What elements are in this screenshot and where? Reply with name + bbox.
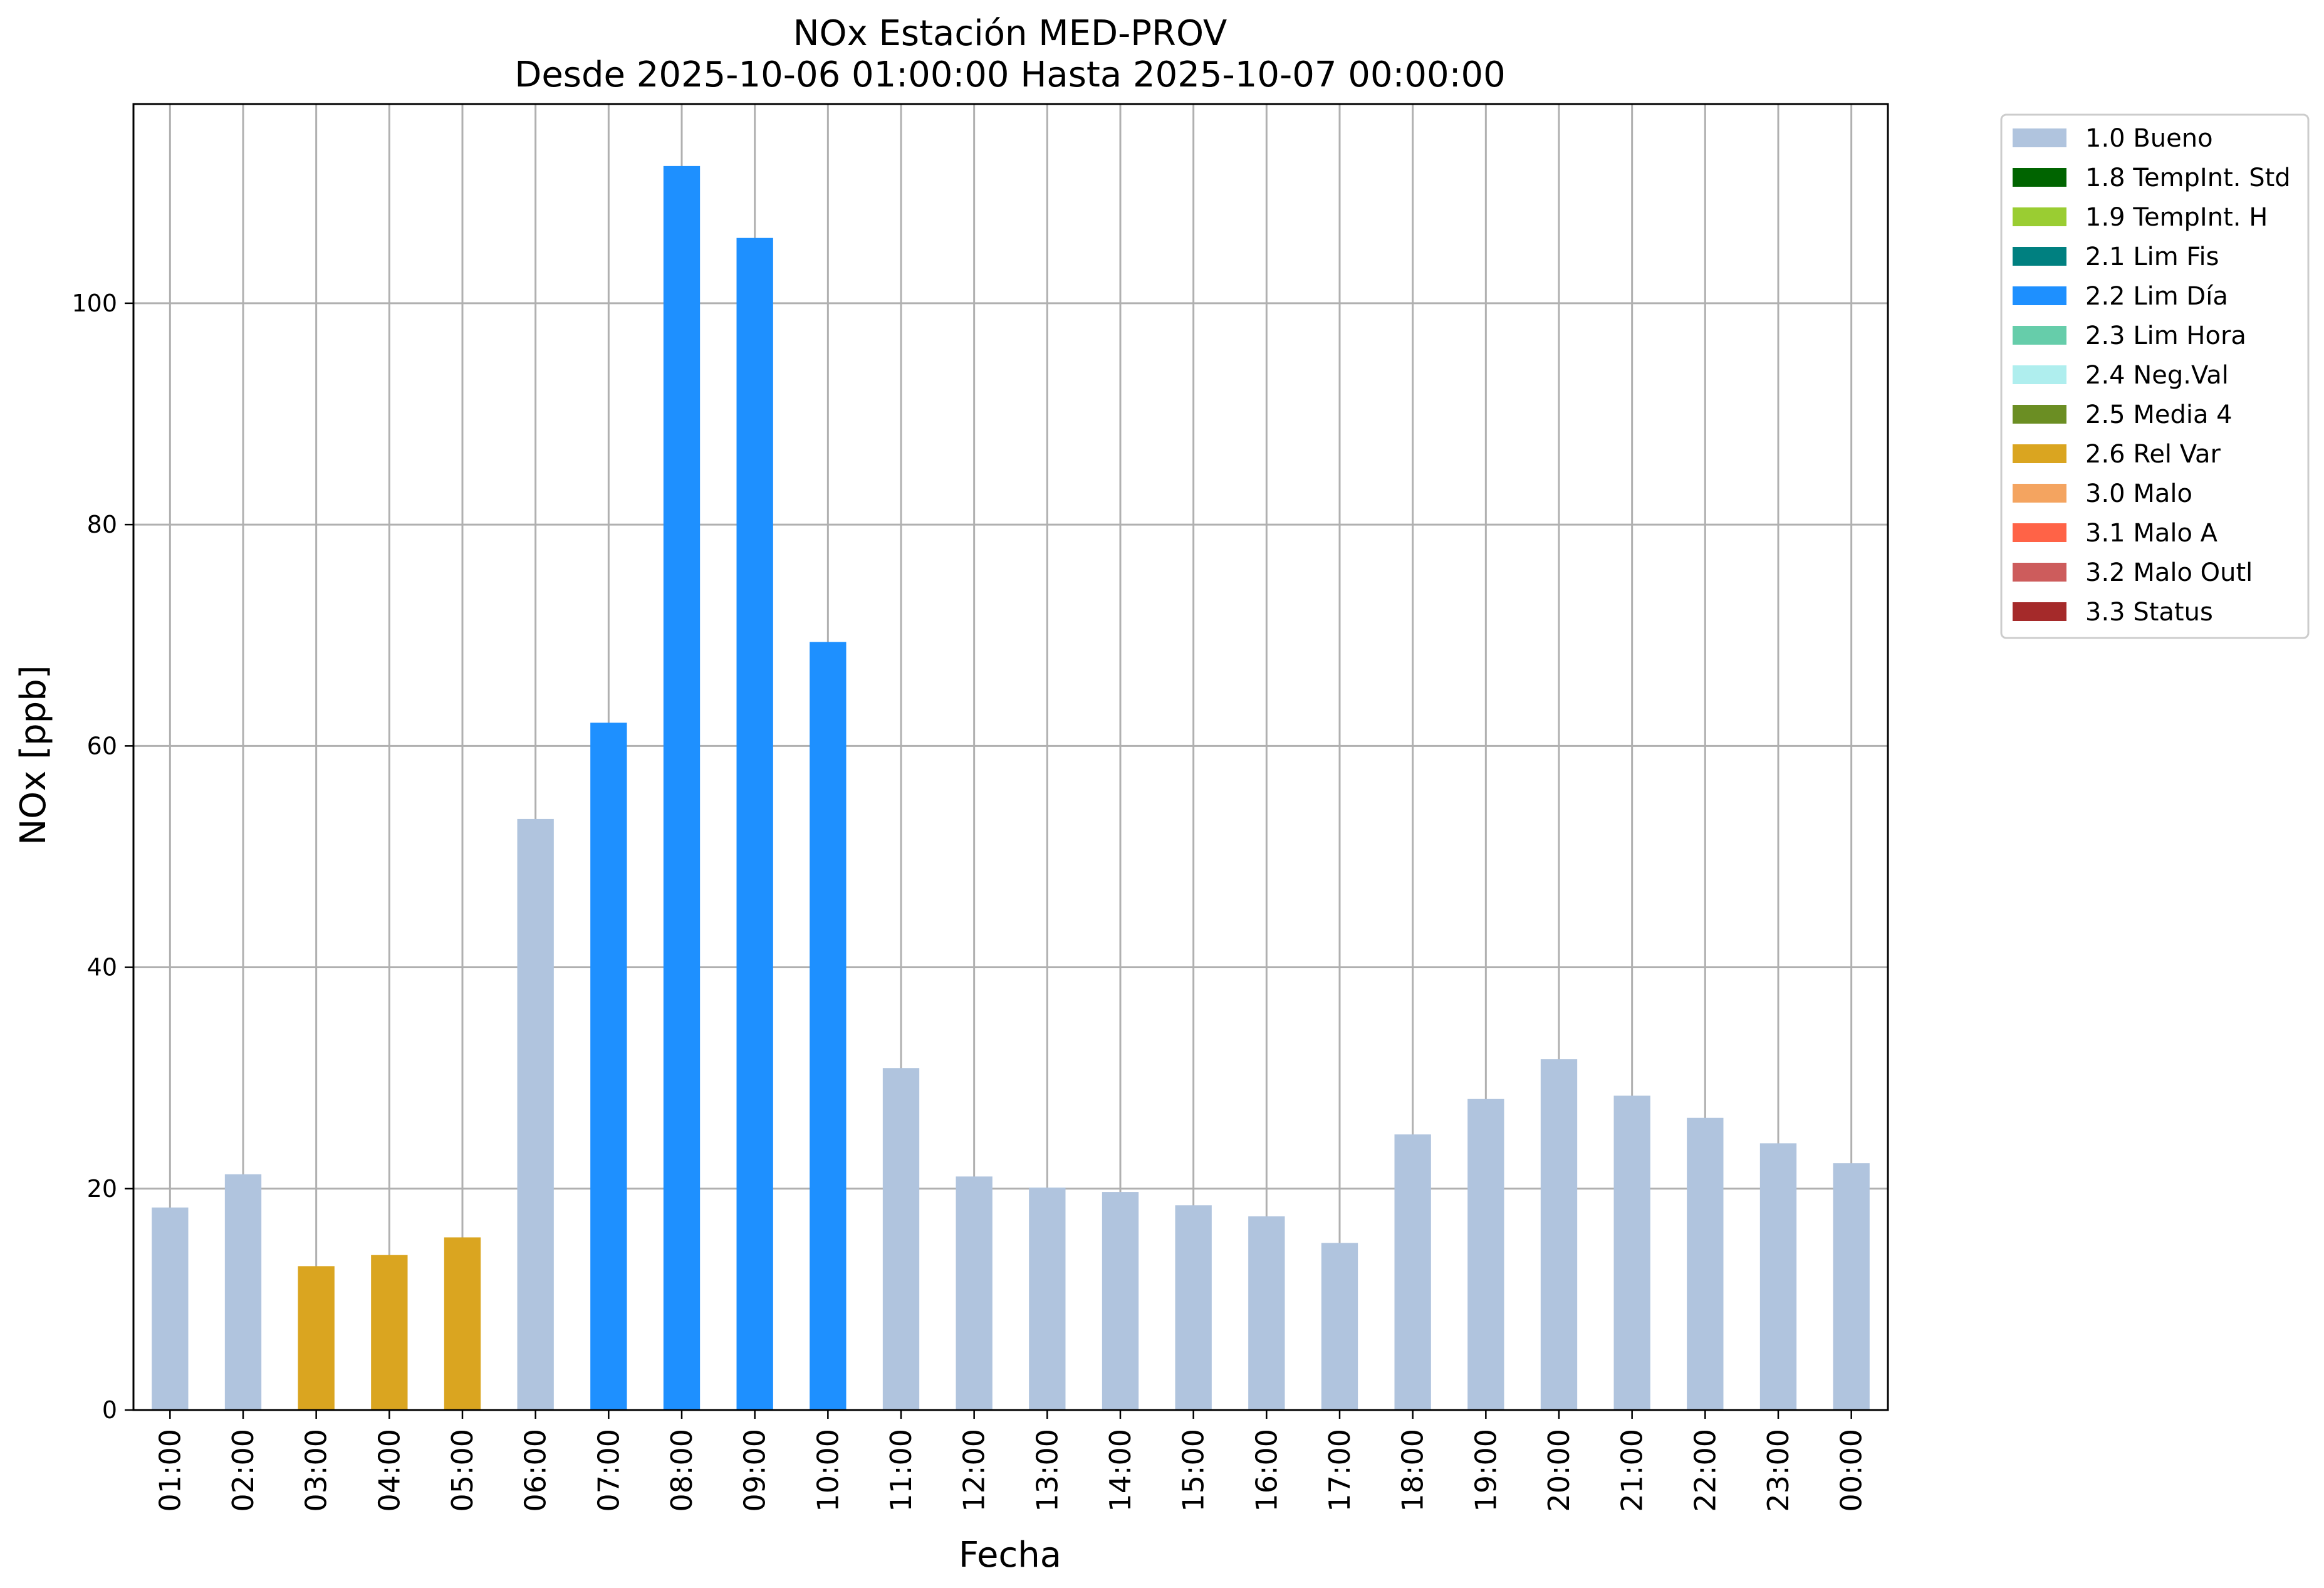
x-tick-label: 20:00 — [1542, 1429, 1576, 1512]
bar-0600 — [517, 818, 554, 1410]
legend-swatch — [2013, 365, 2066, 384]
legend-label: 3.1 Malo A — [2085, 519, 2218, 548]
x-tick-label: 05:00 — [446, 1429, 479, 1512]
y-tick-label: 20 — [87, 1175, 117, 1203]
x-tick-label: 21:00 — [1615, 1429, 1649, 1512]
y-tick-label: 40 — [87, 954, 117, 981]
legend-label: 2.3 Lim Hora — [2085, 321, 2246, 350]
legend-label: 2.1 Lim Fis — [2085, 243, 2219, 271]
bar-1500 — [1175, 1205, 1212, 1410]
x-tick-label: 19:00 — [1469, 1429, 1503, 1512]
chart-title: NOx Estación MED-PROV — [793, 13, 1227, 54]
legend-swatch — [2013, 168, 2066, 187]
x-tick-label: 13:00 — [1030, 1429, 1064, 1512]
bar-0100 — [152, 1207, 189, 1410]
bars — [152, 165, 1870, 1411]
x-tick-label: 18:00 — [1396, 1429, 1430, 1512]
bar-1400 — [1102, 1192, 1139, 1410]
y-axis-ticks: 0 20 40 60 80 100 — [71, 290, 133, 1424]
x-tick-label: 00:00 — [1835, 1429, 1868, 1512]
legend-swatch — [2013, 207, 2066, 226]
bar-2300 — [1759, 1143, 1797, 1410]
legend-swatch — [2013, 326, 2066, 345]
bar-1600 — [1248, 1216, 1285, 1410]
legend-label: 2.6 Rel Var — [2085, 440, 2221, 469]
x-tick-label: 17:00 — [1323, 1429, 1357, 1512]
legend-label: 3.2 Malo Outl — [2085, 558, 2253, 587]
legend-label: 2.4 Neg.Val — [2085, 361, 2229, 390]
bar-0300 — [298, 1266, 335, 1410]
x-tick-label: 22:00 — [1688, 1429, 1722, 1512]
x-tick-label: 11:00 — [884, 1429, 918, 1512]
x-tick-label: 04:00 — [372, 1429, 406, 1512]
x-tick-label: 07:00 — [591, 1429, 625, 1512]
y-tick-label: 60 — [87, 732, 117, 760]
legend-label: 2.5 Media 4 — [2085, 400, 2233, 429]
y-tick-label: 80 — [87, 511, 117, 538]
legend: 1.0 Bueno 1.8 TempInt. Std 1.9 TempInt. H 2… — [2000, 113, 2310, 639]
bar-0200 — [224, 1174, 262, 1410]
y-axis-label: NOx [ppb] — [13, 665, 54, 845]
legend-label: 1.8 TempInt. Std — [2085, 164, 2291, 192]
x-tick-label: 16:00 — [1249, 1429, 1283, 1512]
x-tick-label: 02:00 — [226, 1429, 260, 1512]
x-tick-label: 23:00 — [1761, 1429, 1795, 1512]
x-tick-label: 08:00 — [665, 1429, 699, 1512]
bar-0400 — [371, 1255, 408, 1410]
x-tick-label: 03:00 — [300, 1429, 333, 1512]
legend-label: 3.3 Status — [2085, 598, 2213, 627]
bar-1100 — [882, 1068, 920, 1410]
x-tick-label: 06:00 — [519, 1429, 553, 1512]
legend-swatch — [2013, 602, 2066, 621]
bar-1700 — [1321, 1243, 1358, 1410]
legend-label: 2.2 Lim Día — [2085, 282, 2228, 311]
bar-2000 — [1540, 1059, 1578, 1410]
legend-swatch — [2013, 405, 2066, 424]
bar-0500 — [444, 1237, 481, 1410]
legend-swatch — [2013, 563, 2066, 582]
legend-frame — [2000, 113, 2310, 639]
legend-label: 1.9 TempInt. H — [2085, 203, 2268, 232]
legend-swatch — [2013, 286, 2066, 305]
legend-label: 3.0 Malo — [2085, 479, 2192, 508]
x-tick-label: 01:00 — [153, 1429, 187, 1512]
legend-swatch — [2013, 444, 2066, 463]
legend-swatch — [2013, 484, 2066, 503]
bar-1900 — [1467, 1099, 1504, 1410]
bar-2200 — [1687, 1117, 1724, 1410]
y-tick-label: 0 — [102, 1396, 117, 1424]
x-tick-label: 15:00 — [1177, 1429, 1211, 1512]
x-tick-label: 14:00 — [1103, 1429, 1137, 1512]
y-tick-label: 100 — [71, 290, 117, 317]
x-tick-label: 10:00 — [811, 1429, 845, 1512]
legend-swatch — [2013, 523, 2066, 542]
x-tick-label: 12:00 — [957, 1429, 991, 1512]
legend-label: 1.0 Bueno — [2085, 124, 2213, 153]
plot-frame — [132, 103, 1889, 1411]
legend-swatch — [2013, 128, 2066, 147]
legend-swatch — [2013, 247, 2066, 266]
chart-subtitle: Desde 2025-10-06 01:00:00 Hasta 2025-10-… — [514, 55, 1506, 95]
bar-1800 — [1394, 1134, 1431, 1410]
bar-0000 — [1833, 1163, 1870, 1410]
bar-1000 — [810, 642, 847, 1410]
x-tick-label: 09:00 — [738, 1429, 772, 1512]
x-axis-ticks: 01:00 02:00 03:00 04:00 05:00 06:00 07:00 08:00… — [153, 1410, 1868, 1512]
bar-0700 — [590, 723, 627, 1410]
bar-1300 — [1029, 1188, 1066, 1410]
bar-0800 — [663, 165, 701, 1410]
bar-1200 — [956, 1176, 993, 1410]
bar-2100 — [1613, 1095, 1650, 1410]
x-axis-label: Fecha — [959, 1535, 1061, 1575]
bar-0900 — [736, 238, 773, 1411]
